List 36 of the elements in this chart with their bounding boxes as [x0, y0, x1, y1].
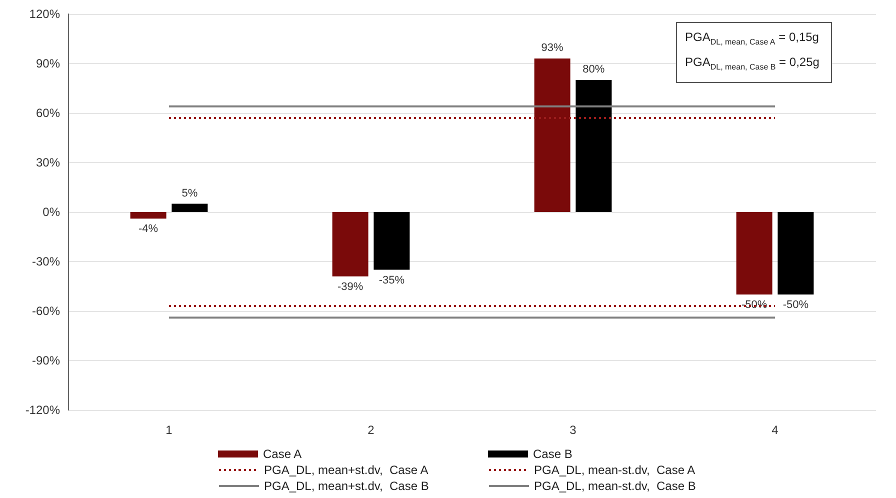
- data-label: -39%: [337, 280, 364, 293]
- y-tick-label: -90%: [32, 354, 60, 368]
- y-tick-label: -30%: [32, 254, 60, 268]
- bar: [778, 212, 814, 294]
- data-label: -4%: [138, 223, 158, 236]
- bar: [172, 204, 208, 212]
- y-tick-label: 90%: [36, 56, 60, 70]
- bar: [534, 58, 570, 212]
- x-tick-label: 3: [570, 423, 577, 437]
- data-label: 5%: [182, 187, 198, 200]
- x-tick-label: 1: [166, 423, 173, 437]
- legend-label: Case B: [533, 447, 572, 461]
- data-label: 80%: [582, 64, 605, 76]
- x-tick-label: 2: [368, 423, 375, 437]
- x-tick-label: 4: [772, 423, 779, 437]
- data-label: -50%: [782, 299, 809, 311]
- data-label: -35%: [378, 274, 405, 286]
- legend-label: PGA_DL, mean+st.dv, Case A: [264, 463, 428, 477]
- y-tick-label: 30%: [36, 156, 60, 170]
- y-tick-label: 0%: [42, 205, 60, 219]
- annotation: PGA$_{DL, mean, Case B}$ = 0,25g: [685, 55, 820, 72]
- legend-label: PGA_DL, mean-st.dv, Case A: [534, 463, 696, 477]
- bar: [576, 80, 612, 212]
- y-tick-label: 120%: [29, 7, 60, 21]
- annotation: PGA$_{DL, mean, Case A}$ = 0,15g: [685, 30, 819, 46]
- legend-label: PGA_DL, mean-st.dv, Case B: [534, 479, 696, 493]
- y-tick-label: 60%: [36, 106, 60, 120]
- bar: [130, 212, 166, 219]
- legend-label: PGA_DL, mean+st.dv, Case B: [264, 479, 429, 493]
- data-label: 93%: [541, 42, 564, 54]
- legend-label: Case A: [263, 447, 302, 461]
- bar: [736, 212, 772, 294]
- bar: [374, 212, 410, 270]
- y-tick-label: -60%: [32, 304, 60, 318]
- bar: [332, 212, 368, 276]
- y-tick-label: -120%: [25, 403, 60, 417]
